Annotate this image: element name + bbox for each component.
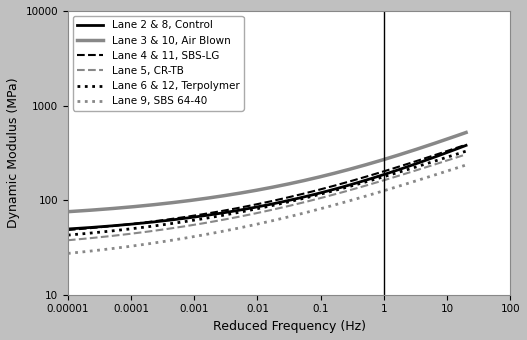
Lane 3 & 10, Air Blown [463, 131, 469, 135]
Lane 5, CR-TB [135, 231, 141, 235]
Lane 5, CR-TB [245, 213, 251, 217]
Lane 6 & 12, Terpolymer [463, 149, 469, 153]
Lane 5, CR-TB [330, 192, 337, 197]
Lane 5, CR-TB [365, 183, 371, 187]
Lane 4 & 11, SBS-LG [365, 174, 371, 178]
Line: Lane 9, SBS 64-40: Lane 9, SBS 64-40 [68, 165, 466, 253]
Lane 5, CR-TB [65, 238, 71, 242]
Line: Lane 5, CR-TB: Lane 5, CR-TB [68, 154, 466, 240]
Lane 3 & 10, Air Blown [299, 179, 306, 183]
Lane 3 & 10, Air Blown [330, 171, 337, 175]
Line: Lane 6 & 12, Terpolymer: Lane 6 & 12, Terpolymer [68, 151, 466, 235]
Lane 2 & 8, Control [65, 227, 71, 231]
Lane 6 & 12, Terpolymer [167, 222, 173, 226]
Lane 6 & 12, Terpolymer [65, 233, 71, 237]
X-axis label: Reduced Frequency (Hz): Reduced Frequency (Hz) [212, 320, 366, 333]
Lane 6 & 12, Terpolymer [330, 189, 337, 193]
Legend: Lane 2 & 8, Control, Lane 3 & 10, Air Blown, Lane 4 & 11, SBS-LG, Lane 5, CR-TB,: Lane 2 & 8, Control, Lane 3 & 10, Air Bl… [73, 16, 243, 110]
Lane 4 & 11, SBS-LG [330, 184, 337, 188]
Lane 4 & 11, SBS-LG [245, 204, 251, 208]
Lane 9, SBS 64-40 [135, 243, 141, 247]
Lane 9, SBS 64-40 [330, 203, 337, 207]
Lane 6 & 12, Terpolymer [299, 197, 306, 201]
Lane 2 & 8, Control [365, 177, 371, 182]
Lane 9, SBS 64-40 [365, 193, 371, 198]
Lane 2 & 8, Control [463, 143, 469, 148]
Lane 6 & 12, Terpolymer [245, 208, 251, 212]
Lane 9, SBS 64-40 [463, 163, 469, 167]
Lane 4 & 11, SBS-LG [299, 192, 306, 196]
Lane 4 & 11, SBS-LG [463, 143, 469, 147]
Lane 6 & 12, Terpolymer [365, 179, 371, 183]
Line: Lane 2 & 8, Control: Lane 2 & 8, Control [68, 146, 466, 229]
Lane 4 & 11, SBS-LG [167, 217, 173, 221]
Lane 9, SBS 64-40 [167, 238, 173, 242]
Lane 3 & 10, Air Blown [245, 190, 251, 194]
Lane 3 & 10, Air Blown [365, 162, 371, 166]
Lane 2 & 8, Control [167, 218, 173, 222]
Lane 2 & 8, Control [299, 195, 306, 199]
Lane 5, CR-TB [463, 152, 469, 156]
Lane 6 & 12, Terpolymer [135, 226, 141, 230]
Lane 3 & 10, Air Blown [65, 210, 71, 214]
Lane 4 & 11, SBS-LG [135, 221, 141, 225]
Y-axis label: Dynamic Modulus (MPa): Dynamic Modulus (MPa) [7, 78, 20, 228]
Line: Lane 4 & 11, SBS-LG: Lane 4 & 11, SBS-LG [68, 145, 466, 230]
Lane 9, SBS 64-40 [299, 211, 306, 216]
Lane 2 & 8, Control [135, 221, 141, 225]
Lane 9, SBS 64-40 [245, 224, 251, 228]
Line: Lane 3 & 10, Air Blown: Lane 3 & 10, Air Blown [68, 133, 466, 212]
Lane 2 & 8, Control [330, 187, 337, 191]
Lane 9, SBS 64-40 [65, 251, 71, 255]
Lane 3 & 10, Air Blown [167, 201, 173, 205]
Lane 5, CR-TB [299, 201, 306, 205]
Lane 5, CR-TB [167, 226, 173, 231]
Lane 4 & 11, SBS-LG [65, 228, 71, 232]
Lane 3 & 10, Air Blown [135, 204, 141, 208]
Lane 2 & 8, Control [245, 207, 251, 211]
